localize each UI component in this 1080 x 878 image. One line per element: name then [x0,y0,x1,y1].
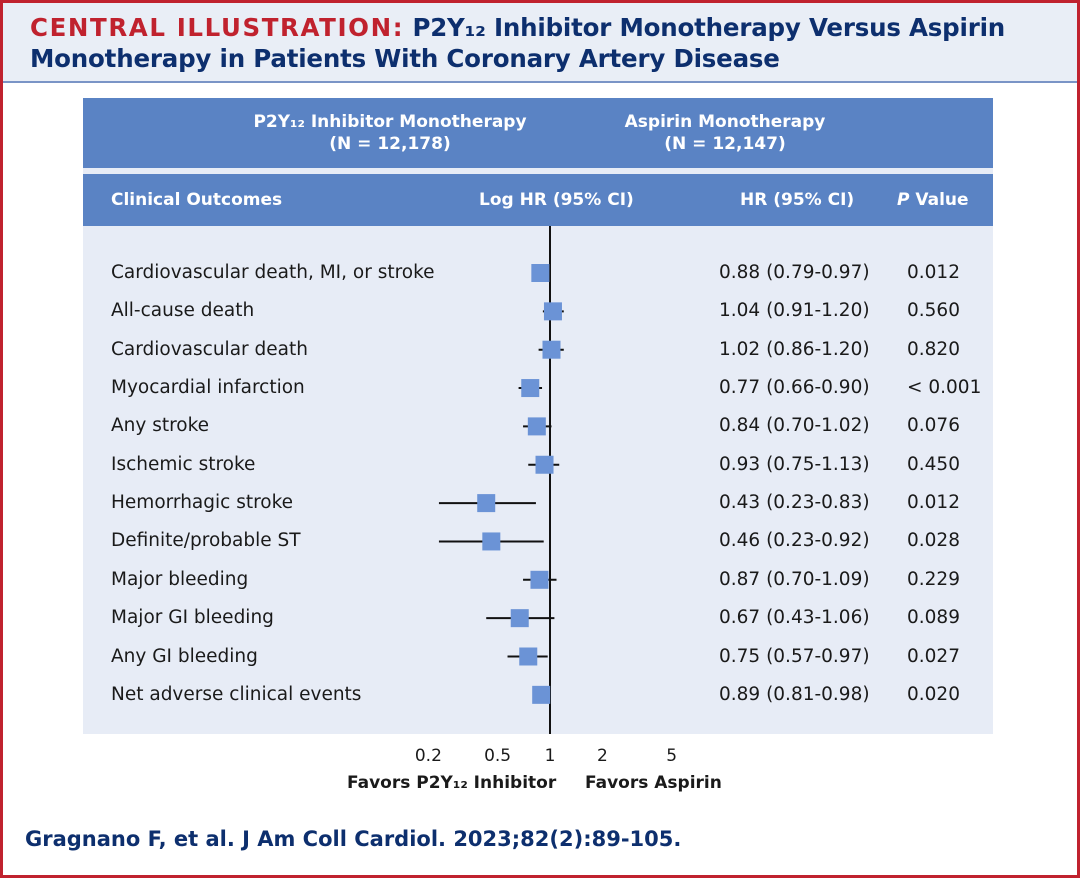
x-tick-label: 0.5 [484,746,512,766]
p-value: 0.076 [907,415,960,437]
hr-value: 0.88 (0.79-0.97) [719,262,870,283]
p-value: 0.229 [907,568,960,590]
x-tick-label: 1 [544,746,556,766]
hr-value: 0.93 (0.75-1.13) [719,453,870,475]
outcome-label: Cardiovascular death, MI, or stroke [111,262,435,283]
hr-marker [542,340,561,359]
p-value: 0.012 [907,262,960,283]
p-value: 0.028 [907,530,960,552]
hr-marker [530,570,549,589]
favors-right-label: Favors Aspirin [585,773,722,793]
group-aspirin: Aspirin Monotherapy (N = 12,147) [575,111,875,155]
outcome-label: Major bleeding [111,568,249,590]
group-header [83,98,993,168]
hr-marker [519,647,538,666]
figure-title: CENTRAL ILLUSTRATION: P2Y₁₂ Inhibitor Mo… [30,12,1060,74]
outcome-label: Net adverse clinical events [111,683,362,705]
outcome-label: Definite/probable ST [111,530,301,552]
hr-marker [521,379,540,398]
col-outcomes: Clinical Outcomes [111,190,283,210]
outcome-row: Major bleeding 0.87 (0.70-1.09) 0.229 [0,565,1080,595]
p-value: 0.089 [907,607,960,629]
hr-value: 1.04 (0.91-1.20) [719,300,870,322]
hr-value: 0.67 (0.43-1.06) [719,607,870,629]
x-tick-label: 2 [596,746,608,766]
favors-left-label: Favors P2Y₁₂ Inhibitor [347,773,557,793]
outcome-row: Ischemic stroke 0.93 (0.75-1.13) 0.450 [0,450,1080,480]
col-loghr: Log HR (95% CI) [479,190,634,210]
outcome-row: Major GI bleeding 0.67 (0.43-1.06) 0.089 [0,603,1080,633]
hr-value: 0.46 (0.23-0.92) [719,530,870,552]
group-p2y12: P2Y₁₂ Inhibitor Monotherapy (N = 12,178) [240,111,540,155]
hr-marker [510,609,529,628]
hr-marker [531,264,550,282]
outcome-label: Any stroke [111,415,210,437]
p-value: 0.012 [907,492,960,514]
group-aspirin-n: (N = 12,147) [664,134,786,154]
hr-value: 0.75 (0.57-0.97) [719,645,870,667]
outcome-row: Net adverse clinical events 0.89 (0.81-0.… [0,680,1080,710]
p-value: 0.027 [907,645,960,667]
hr-marker [527,417,546,436]
col-pvalue: P Value [897,189,969,211]
outcome-row: Any GI bleeding 0.75 (0.57-0.97) 0.027 [0,642,1080,672]
hr-value: 0.43 (0.23-0.83) [719,492,870,514]
p-value: 0.820 [907,338,960,360]
col-hr: HR (95% CI) [740,190,855,210]
group-aspirin-name: Aspirin Monotherapy [624,112,826,132]
group-p2y12-name: P2Y₁₂ Inhibitor Monotherapy [253,112,527,132]
citation: Gragnano F, et al. J Am Coll Cardiol. 20… [25,827,682,851]
x-tick-label: 0.2 [414,746,442,766]
outcome-label: Myocardial infarction [111,377,305,399]
outcome-row: All-cause death 1.04 (0.91-1.20) 0.560 [0,296,1080,326]
hr-marker [532,685,551,704]
outcome-label: Any GI bleeding [111,645,258,667]
hr-marker [535,455,554,474]
outcome-label: All-cause death [111,300,255,322]
hr-value: 0.77 (0.66-0.90) [719,377,870,399]
col-pvalue-rest: Value [909,190,969,210]
group-p2y12-n: (N = 12,178) [329,134,451,154]
outcome-label: Hemorrhagic stroke [111,492,294,514]
hr-marker [477,494,496,513]
outcome-label: Ischemic stroke [111,453,256,475]
outcome-label: Cardiovascular death [111,338,308,360]
outcome-row: Hemorrhagic stroke 0.43 (0.23-0.83) 0.012 [0,488,1080,518]
column-header [83,174,993,226]
x-tick-label: 5 [666,746,678,766]
hr-value: 0.89 (0.81-0.98) [719,683,870,705]
p-value: 0.450 [907,453,960,475]
p-value: < 0.001 [907,377,982,399]
outcome-row: Definite/probable ST 0.46 (0.23-0.92) 0.02… [0,526,1080,556]
hr-value: 1.02 (0.86-1.20) [719,338,870,360]
hr-marker [482,532,501,551]
outcome-row: Myocardial infarction 0.77 (0.66-0.90) < 0… [0,373,1080,403]
title-lead: CENTRAL ILLUSTRATION: [30,13,405,42]
title-text: P2Y₁₂ Inhibitor Monotherapy Versus Aspir… [30,13,1006,73]
p-value: 0.560 [907,300,960,322]
outcome-row: Cardiovascular death 1.02 (0.86-1.20) 0.82… [0,335,1080,365]
hr-value: 0.87 (0.70-1.09) [719,568,870,590]
outcome-row: Any stroke 0.84 (0.70-1.02) 0.076 [0,411,1080,441]
title-rule [3,81,1077,83]
p-value: 0.020 [907,683,960,705]
hr-value: 0.84 (0.70-1.02) [719,415,870,437]
col-pvalue-p: P [897,190,910,210]
outcome-label: Major GI bleeding [111,607,274,629]
outcome-row: Cardiovascular death, MI, or stroke 0.88 … [0,258,1080,288]
hr-marker [543,302,562,321]
title-bar [3,3,1077,81]
